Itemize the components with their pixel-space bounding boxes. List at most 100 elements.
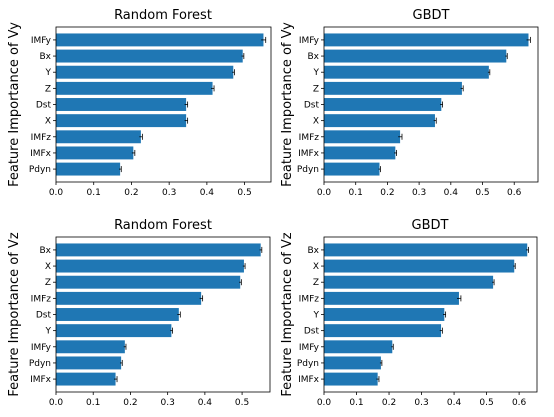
- y-tick-label: Dst: [36, 311, 52, 321]
- y-axis-label: Feature Importance of Vy: [280, 22, 295, 187]
- y-tick-label: Dst: [304, 101, 320, 111]
- bar-imfy: [56, 33, 264, 47]
- chart-title: GBDT: [412, 218, 449, 233]
- bar-imfx: [324, 146, 396, 160]
- y-tick-label: IMFy: [299, 343, 320, 353]
- x-tick-label: 0.5: [479, 398, 493, 408]
- x-tick-label: 0.2: [124, 188, 138, 198]
- y-tick-label: IMFz: [31, 294, 52, 304]
- x-tick-label: 0.0: [317, 398, 332, 408]
- axes-frame: [323, 26, 539, 183]
- y-tick-label: Z: [313, 84, 319, 94]
- bar-pdyn: [324, 356, 381, 370]
- bar-x: [56, 259, 244, 273]
- bar-bx: [56, 49, 243, 63]
- x-tick-label: 0.3: [414, 398, 428, 408]
- bar-imfz: [56, 291, 202, 305]
- y-tick-label: IMFx: [298, 149, 320, 159]
- x-tick-label: 0.5: [237, 188, 251, 198]
- y-tick-label: Bx: [39, 246, 51, 256]
- bar-imfz: [324, 291, 459, 305]
- y-tick-label: Y: [45, 68, 52, 78]
- x-tick-label: 0.3: [412, 188, 426, 198]
- x-tick-label: 0.4: [444, 188, 459, 198]
- bar-z: [324, 275, 494, 289]
- y-tick-label: Dst: [304, 327, 320, 337]
- y-axis-label: Feature Importance of Vy: [7, 22, 22, 187]
- y-tick-label: Z: [45, 84, 51, 94]
- bar-bx: [56, 243, 261, 257]
- y-tick-label: Dst: [36, 101, 52, 111]
- y-tick-label: IMFy: [31, 36, 52, 46]
- bar-imfx: [324, 372, 378, 386]
- x-tick-label: 0.3: [162, 188, 176, 198]
- x-tick-label: 0.6: [507, 188, 522, 198]
- x-tick-label: 0.1: [86, 398, 100, 408]
- x-tick-label: 0.1: [349, 188, 363, 198]
- chart-panel-3: Random Forest Feature Importance of Vz Bx X…: [7, 218, 271, 408]
- y-tick-label: X: [313, 117, 319, 127]
- bar-dst: [56, 308, 179, 321]
- y-tick-label: Z: [45, 278, 51, 288]
- x-tick-label: 0.2: [380, 188, 394, 198]
- y-tick-label: IMFx: [298, 375, 320, 385]
- y-tick-label: IMFx: [30, 149, 52, 159]
- y-tick-label: Pdyn: [297, 359, 319, 369]
- bar-pdyn: [324, 162, 380, 176]
- axes-frame: [323, 236, 538, 393]
- chart-panel-1: Random Forest Feature Importance of Vy IMF…: [7, 8, 272, 198]
- y-tick-label: Bx: [307, 246, 319, 256]
- y-tick-label: Pdyn: [297, 165, 319, 175]
- bar-bx: [324, 243, 528, 257]
- x-tick-label: 0.1: [349, 398, 363, 408]
- bar-y: [324, 65, 489, 79]
- bar-imfy: [56, 340, 125, 354]
- bar-x: [324, 259, 515, 273]
- y-tick-label: Z: [313, 278, 319, 288]
- chart-title: GBDT: [413, 8, 450, 23]
- x-tick-label: 0.4: [200, 188, 215, 198]
- x-tick-label: 0.6: [512, 398, 527, 408]
- bar-x: [324, 114, 435, 128]
- bar-y: [56, 65, 234, 79]
- x-tick-label: 0.2: [382, 398, 396, 408]
- bar-dst: [324, 98, 442, 111]
- x-tick-label: 0.4: [447, 398, 462, 408]
- bar-imfx: [56, 146, 134, 160]
- x-tick-label: 0.0: [49, 188, 64, 198]
- axes-frame: [55, 26, 272, 183]
- x-tick-label: 0.5: [235, 398, 249, 408]
- bar-imfx: [56, 372, 116, 386]
- y-tick-label: Bx: [39, 52, 51, 62]
- x-tick-label: 0.0: [317, 188, 332, 198]
- y-tick-label: Pdyn: [29, 165, 51, 175]
- y-tick-label: X: [313, 262, 319, 272]
- bar-y: [324, 308, 445, 321]
- y-tick-label: IMFy: [31, 343, 52, 353]
- x-tick-label: 0.4: [198, 398, 213, 408]
- bar-imfz: [56, 130, 141, 144]
- chart-title: Random Forest: [114, 8, 212, 23]
- bar-y: [56, 324, 172, 338]
- bar-pdyn: [56, 162, 121, 176]
- chart-title: Random Forest: [114, 218, 212, 233]
- y-tick-label: IMFz: [31, 133, 52, 143]
- x-tick-label: 0.5: [475, 188, 489, 198]
- x-tick-label: 0.3: [160, 398, 174, 408]
- y-tick-label: Y: [313, 68, 320, 78]
- y-tick-label: IMFz: [299, 133, 320, 143]
- chart-panel-4: GBDT Feature Importance of Vz Bx XZ IMFz Y Dst…: [280, 218, 538, 408]
- x-tick-label: 0.0: [49, 398, 64, 408]
- y-axis-label: Feature Importance of Vz: [7, 232, 22, 396]
- y-tick-label: Bx: [307, 52, 319, 62]
- bar-dst: [56, 98, 187, 111]
- y-tick-label: IMFy: [299, 36, 320, 46]
- bar-z: [56, 275, 241, 289]
- y-tick-label: X: [45, 262, 51, 272]
- y-tick-label: X: [45, 117, 51, 127]
- bar-z: [324, 81, 462, 95]
- chart-panel-2: GBDT Feature Importance of Vy IMFy Bx YZ Dst X…: [280, 8, 539, 198]
- bar-x: [56, 114, 187, 128]
